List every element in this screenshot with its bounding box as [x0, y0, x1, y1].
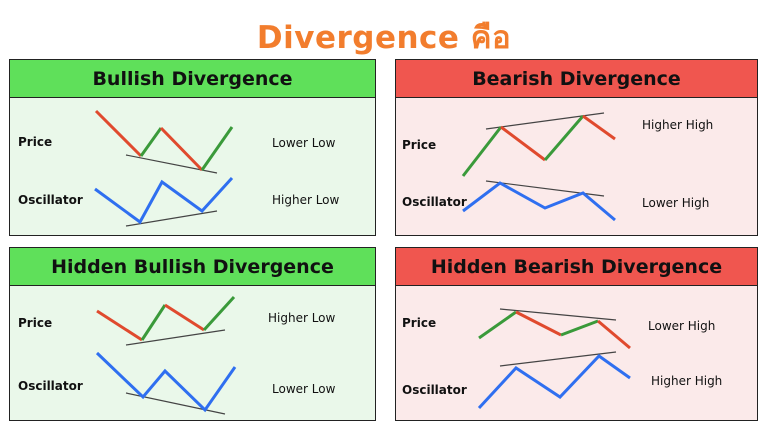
page-title: Divergence คือ: [256, 20, 512, 56]
panel-body: Price Oscillator Lower Low Higher Low: [10, 98, 375, 235]
panel-body: Price Oscillator Higher High Lower High: [396, 98, 757, 235]
price-label: Price: [402, 316, 437, 330]
oscillator-label: Oscillator: [18, 193, 83, 207]
price-line-up-2: [202, 295, 236, 332]
price-line-up-1: [140, 304, 167, 341]
price-line-down-2: [164, 303, 205, 332]
price-line-down-2: [597, 319, 631, 350]
price-line-down-1: [94, 109, 143, 158]
hidden-bearish-divergence-panel: Hidden Bearish Divergence Price Oscillat…: [395, 247, 758, 421]
panel-heading: Hidden Bullish Divergence: [10, 248, 375, 286]
panel-heading: Hidden Bearish Divergence: [396, 248, 757, 286]
price-line-down-2: [159, 126, 204, 172]
oscillator-trendline: [499, 351, 617, 367]
oscillator-label: Oscillator: [402, 195, 467, 209]
oscillator-divergence-note: Lower Low: [272, 382, 336, 396]
divergence-sketch: [461, 112, 616, 222]
price-line-up-1: [461, 126, 503, 177]
price-trendline: [485, 112, 605, 130]
price-line-down-1: [96, 309, 143, 342]
bearish-divergence-panel: Bearish Divergence Price Oscillator High…: [395, 59, 758, 236]
divergence-sketch: [95, 295, 237, 415]
price-trendline: [125, 329, 226, 346]
oscillator-line: [477, 354, 631, 410]
price-line-up-2: [543, 115, 585, 161]
price-trendline: [499, 308, 617, 321]
oscillator-trendline: [125, 210, 218, 227]
price-divergence-note: Lower Low: [272, 136, 336, 150]
price-divergence-note: Higher Low: [268, 311, 336, 325]
price-label: Price: [18, 135, 53, 149]
price-line-down-2: [582, 114, 616, 141]
oscillator-label: Oscillator: [18, 379, 83, 393]
price-divergence-note: Higher High: [642, 118, 714, 132]
price-line-up-1: [139, 127, 163, 157]
price-line-up-2: [560, 319, 599, 337]
price-divergence-note: Lower High: [648, 319, 716, 333]
bullish-divergence-panel: Bullish Divergence Price Oscillator Lowe…: [9, 59, 376, 236]
oscillator-divergence-note: Higher High: [651, 374, 723, 388]
oscillator-trendline: [485, 180, 605, 197]
price-line-up-2: [200, 126, 234, 171]
price-label: Price: [18, 316, 53, 330]
oscillator-line: [95, 351, 237, 413]
divergence-sketch: [94, 109, 234, 227]
price-line-down-1: [515, 310, 562, 337]
panel-body: Price Oscillator Lower High Higher High: [396, 286, 757, 420]
divergence-sketch: [477, 308, 631, 410]
oscillator-divergence-note: Lower High: [642, 196, 710, 210]
oscillator-label: Oscillator: [402, 383, 467, 397]
price-label: Price: [402, 138, 437, 152]
panel-heading: Bearish Divergence: [396, 60, 757, 98]
oscillator-line: [462, 181, 616, 222]
price-line-down-1: [500, 125, 546, 162]
oscillator-divergence-note: Higher Low: [272, 193, 340, 207]
hidden-bullish-divergence-panel: Hidden Bullish Divergence Price Oscillat…: [9, 247, 376, 421]
price-line-up-1: [478, 310, 517, 340]
panel-heading: Bullish Divergence: [10, 60, 375, 98]
panel-body: Price Oscillator Higher Low Lower Low: [10, 286, 375, 420]
oscillator-line: [94, 176, 234, 225]
